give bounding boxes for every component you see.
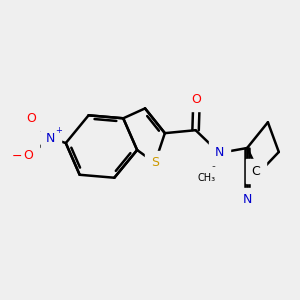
- Text: O: O: [26, 112, 36, 125]
- Text: S: S: [151, 156, 159, 170]
- Text: O: O: [192, 93, 202, 106]
- Text: N: N: [242, 193, 252, 206]
- Text: +: +: [55, 126, 62, 135]
- Text: N: N: [46, 132, 56, 145]
- Text: −: −: [12, 149, 22, 162]
- Text: N: N: [215, 146, 224, 160]
- Text: O: O: [23, 149, 33, 162]
- Text: C: C: [252, 165, 260, 178]
- Text: CH₃: CH₃: [198, 173, 216, 183]
